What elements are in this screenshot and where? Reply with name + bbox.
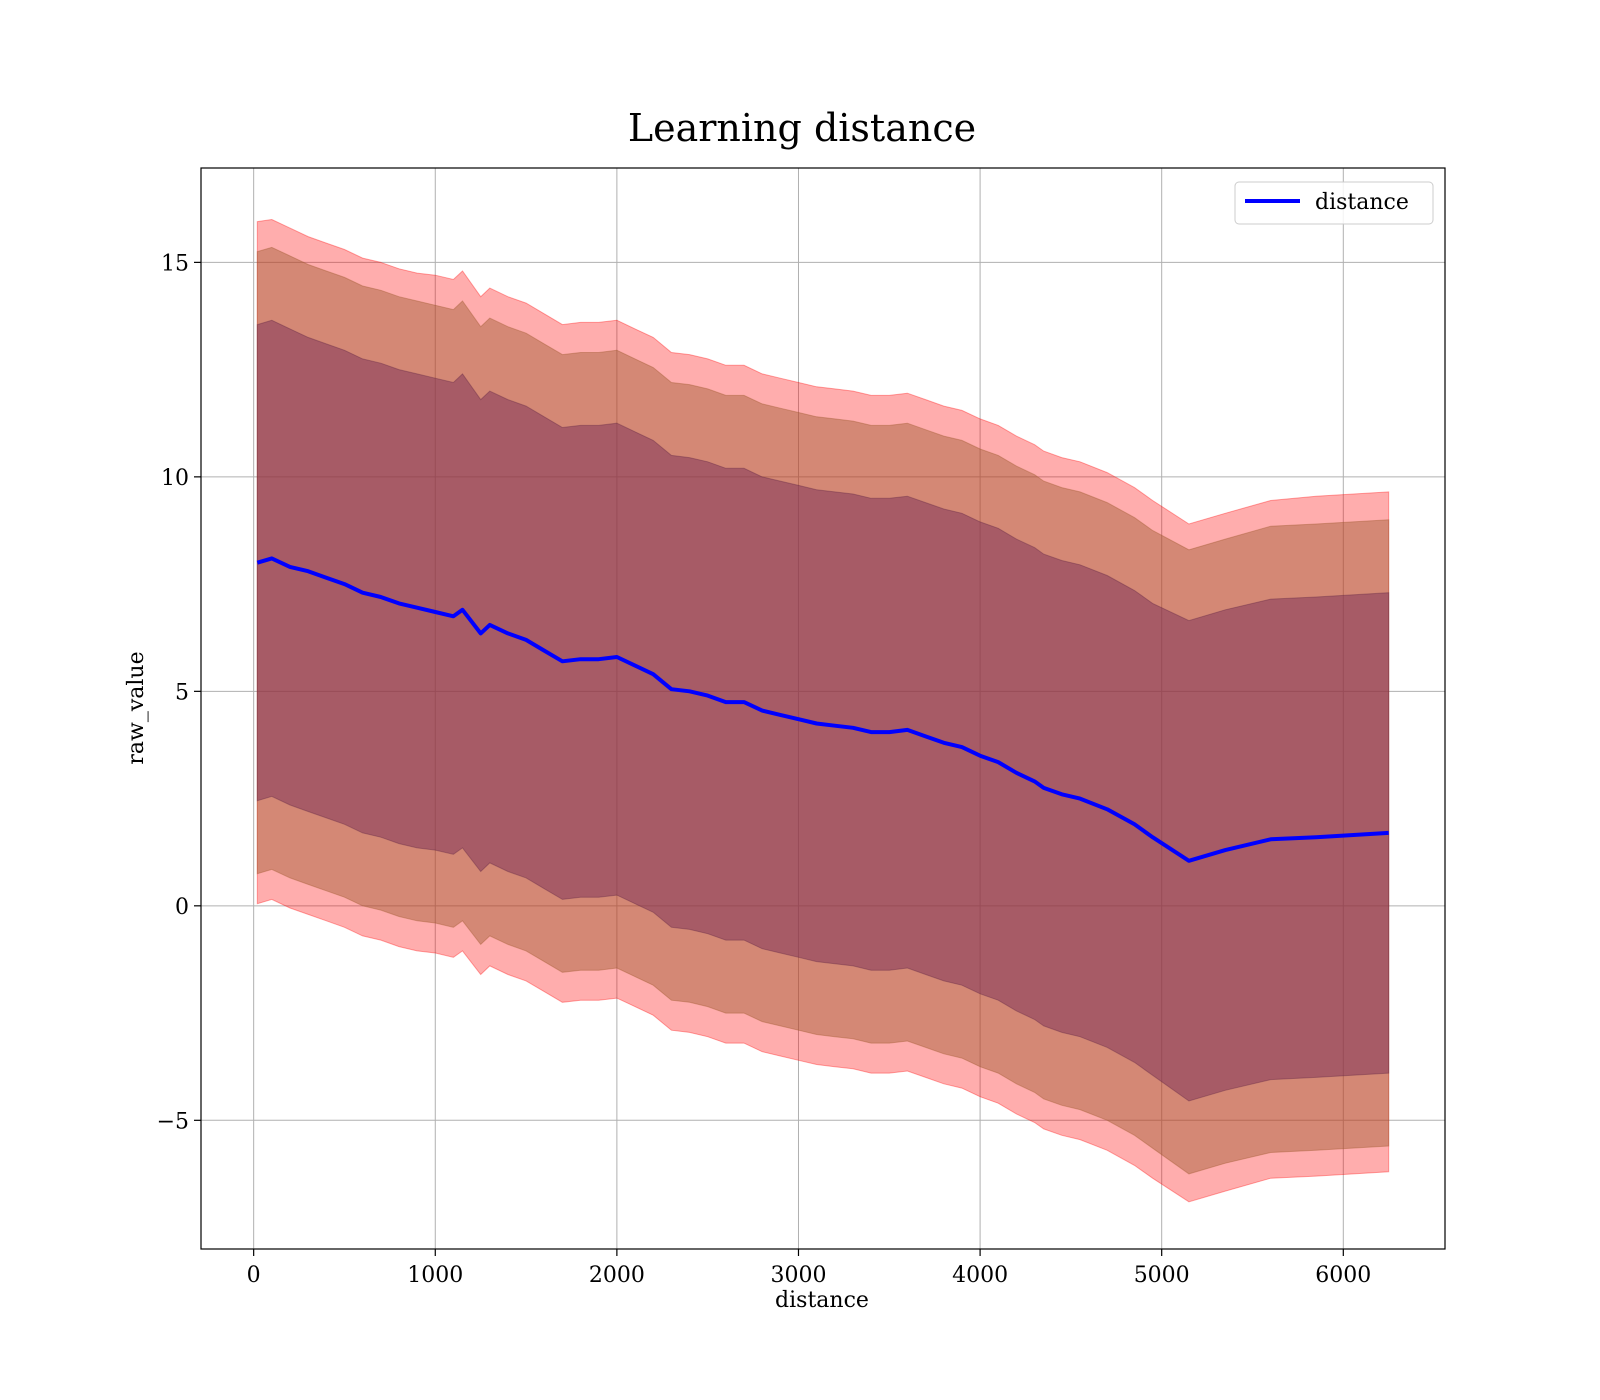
x-tick-label-2: 2000 bbox=[589, 1263, 645, 1288]
x-tick-label-6: 6000 bbox=[1315, 1263, 1371, 1288]
band-inner bbox=[256, 319, 1390, 1102]
axes: 0 1000 2000 3000 4000 5000 6000 −5 0 5 10 15 bbox=[157, 251, 1372, 1288]
x-tick-label-0: 0 bbox=[247, 1263, 261, 1288]
series-line-distance bbox=[256, 556, 1389, 863]
legend: distance bbox=[1234, 181, 1434, 225]
y-axis-label: raw_value bbox=[124, 651, 149, 764]
y-tick-label-0: −5 bbox=[157, 1109, 189, 1134]
y-tick-label-3: 10 bbox=[161, 466, 189, 491]
x-tick-label-5: 5000 bbox=[1134, 1263, 1190, 1288]
y-tick-label-2: 5 bbox=[175, 680, 189, 705]
y-tick-label-4: 15 bbox=[161, 251, 189, 276]
x-tick-label-4: 4000 bbox=[952, 1263, 1008, 1288]
plot-area bbox=[201, 168, 1445, 1249]
plot-frame bbox=[200, 167, 1446, 1250]
x-axis-label: distance bbox=[775, 1288, 869, 1313]
y-tick-label-1: 0 bbox=[175, 895, 189, 920]
x-tick-label-1: 1000 bbox=[407, 1263, 463, 1288]
x-tick-label-3: 3000 bbox=[770, 1263, 826, 1288]
legend-box bbox=[1234, 181, 1434, 225]
chart-title: Learning distance bbox=[628, 106, 976, 150]
legend-label: distance bbox=[1315, 190, 1409, 215]
